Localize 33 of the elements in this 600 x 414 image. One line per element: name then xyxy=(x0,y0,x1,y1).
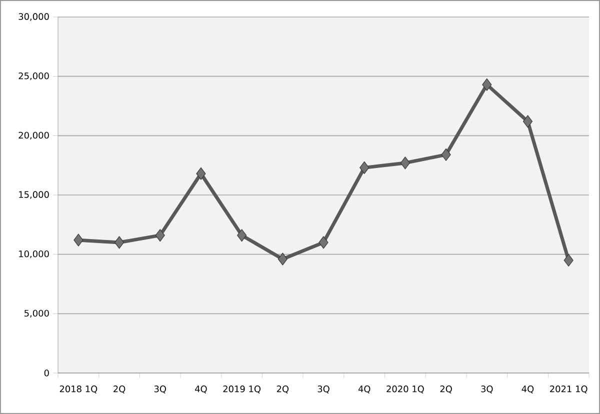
x-tick-label: 3Q xyxy=(318,386,330,394)
y-tick-label: 0 xyxy=(44,370,49,376)
y-tick-label: 5,000 xyxy=(24,310,49,318)
x-tick-label: 2020 1Q xyxy=(386,386,424,394)
x-tick-label: 2021 1Q xyxy=(550,386,588,394)
point xyxy=(522,115,533,128)
x-tick-label: 3Q xyxy=(481,386,493,394)
x-tick-label: 2Q xyxy=(114,386,126,394)
x-tick-label: 3Q xyxy=(154,386,166,394)
x-tick-label: 2018 1Q xyxy=(60,386,98,394)
point xyxy=(360,161,370,174)
x-tick-label: 2Q xyxy=(440,386,452,394)
y-tick-label: 10,000 xyxy=(19,250,49,258)
x-tick-label: 2019 1Q xyxy=(223,386,261,394)
y-tick-label: 25,000 xyxy=(18,72,49,80)
x-tick-label: 4Q xyxy=(522,386,534,394)
point xyxy=(74,234,84,246)
x-tick-label: 4Q xyxy=(195,386,207,394)
point xyxy=(441,148,451,161)
point xyxy=(564,254,574,267)
point xyxy=(196,167,206,180)
point xyxy=(155,229,165,242)
point xyxy=(237,229,247,242)
point xyxy=(400,156,410,170)
point xyxy=(318,236,328,249)
y-tick-label: 30,000 xyxy=(18,13,49,21)
point xyxy=(278,252,288,266)
y-tick-label: 20,000 xyxy=(18,132,49,140)
point xyxy=(482,78,492,91)
x-tick-label: 4Q xyxy=(358,386,370,394)
y-tick-label: 15,000 xyxy=(19,191,49,199)
x-tick-label: 2Q xyxy=(276,386,289,394)
point xyxy=(114,236,124,249)
